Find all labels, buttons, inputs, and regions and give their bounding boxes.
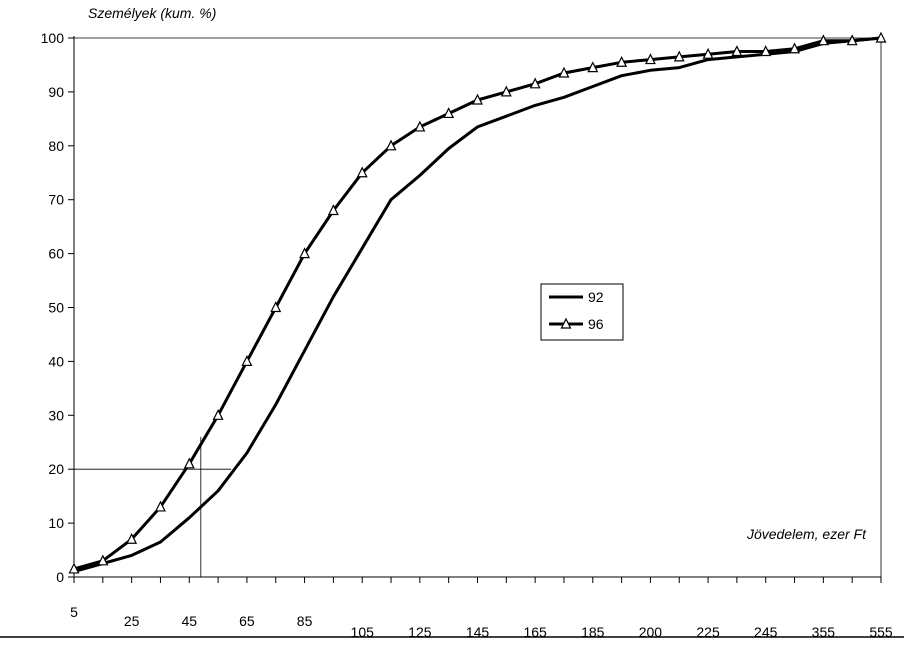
y-axis-title: Személyek (kum. %) xyxy=(88,5,216,21)
data-point-96 xyxy=(443,107,455,119)
y-tick-label: 80 xyxy=(48,138,64,154)
x-tick-label: 145 xyxy=(466,624,490,640)
x-tick-label: 185 xyxy=(581,624,605,640)
y-tick-label: 0 xyxy=(56,569,64,585)
data-point-96 xyxy=(327,204,339,216)
data-point-96 xyxy=(241,355,253,366)
x-tick-label: 200 xyxy=(639,624,663,640)
x-tick-label: 105 xyxy=(351,624,375,640)
y-tick-label: 10 xyxy=(48,515,64,531)
x-tick-label: 65 xyxy=(239,613,255,629)
data-point-96 xyxy=(472,93,483,105)
data-point-96 xyxy=(126,532,138,544)
data-point-96 xyxy=(529,77,541,89)
y-tick-label: 100 xyxy=(41,30,65,46)
data-point-96 xyxy=(97,554,109,566)
y-tick-label: 40 xyxy=(48,353,64,369)
data-point-96 xyxy=(183,457,195,469)
x-tick-label: 245 xyxy=(754,624,778,640)
data-point-96 xyxy=(673,50,685,62)
legend-marker-96 xyxy=(560,317,572,329)
x-tick-label: 225 xyxy=(696,624,720,640)
data-point-96 xyxy=(299,247,311,259)
y-tick-label: 60 xyxy=(48,246,64,262)
data-point-96 xyxy=(875,31,887,43)
data-point-96 xyxy=(817,34,829,46)
data-point-96 xyxy=(385,139,397,151)
x-tick-label: 5 xyxy=(70,604,78,620)
plot-frame xyxy=(0,37,904,638)
series-markers xyxy=(68,31,887,574)
legend-label-92: 92 xyxy=(588,289,604,305)
data-point-96 xyxy=(500,85,512,97)
series-line-92 xyxy=(73,36,882,574)
reference-lines xyxy=(74,436,232,577)
data-point-96 xyxy=(414,120,426,132)
x-tick-label: 25 xyxy=(124,613,140,629)
y-axis: 0 10 20 30 40 50 60 70 80 90 100 xyxy=(41,30,75,585)
series-line-96 xyxy=(73,36,882,571)
data-point-96 xyxy=(760,45,772,57)
x-tick-label: 125 xyxy=(408,624,432,640)
y-tick-label: 70 xyxy=(48,192,64,208)
data-point-96 xyxy=(270,301,282,313)
data-point-96 xyxy=(68,562,80,574)
legend-label-96: 96 xyxy=(588,316,604,332)
data-point-96 xyxy=(789,42,801,54)
y-tick-label: 20 xyxy=(48,461,64,477)
data-point-96 xyxy=(616,55,628,67)
data-point-96 xyxy=(212,408,224,420)
data-point-96 xyxy=(356,166,368,178)
data-point-96 xyxy=(587,61,599,73)
x-axis-title: Jövedelem, ezer Ft xyxy=(746,526,867,542)
y-tick-label: 30 xyxy=(48,407,64,423)
x-tick-label: 85 xyxy=(297,613,313,629)
x-tick-label: 165 xyxy=(523,624,547,640)
data-point-96 xyxy=(846,34,858,46)
legend: 92 96 xyxy=(540,283,624,341)
x-tick-label: 555 xyxy=(869,624,893,640)
data-point-96 xyxy=(644,53,656,65)
data-point-96 xyxy=(731,45,743,57)
legend-box xyxy=(540,283,624,341)
x-tick-label: 355 xyxy=(812,624,836,640)
data-point-96 xyxy=(154,500,166,512)
x-tick-label: 45 xyxy=(181,613,197,629)
x-axis: 5 25 45 65 85 105 125 145 165 185 200 225 245 355 555 xyxy=(70,576,893,640)
y-tick-label: 50 xyxy=(48,300,64,316)
data-point-96 xyxy=(702,47,714,59)
data-point-96 xyxy=(558,66,570,78)
series-lines xyxy=(73,36,882,574)
y-tick-label: 90 xyxy=(48,84,64,100)
